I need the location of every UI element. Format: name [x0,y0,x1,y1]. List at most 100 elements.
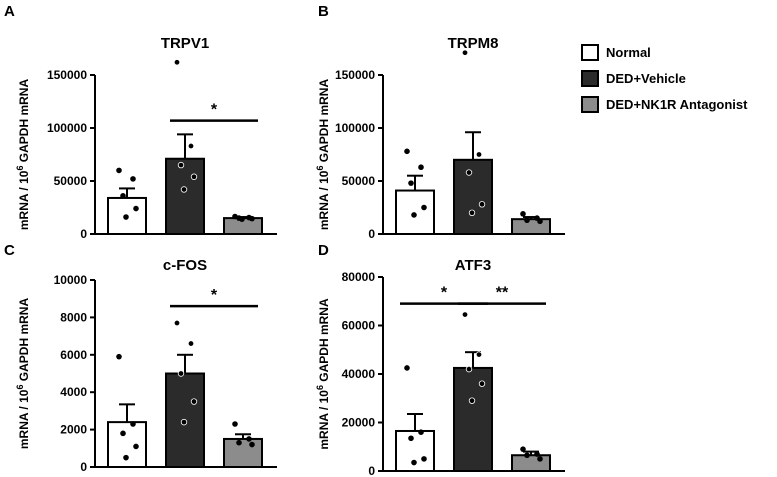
data-point [404,148,410,155]
data-point [249,215,255,222]
y-tick-label: 80000 [342,270,376,284]
panel-title: c-FOS [163,257,207,274]
bar [453,366,493,472]
data-point [120,430,126,437]
data-point [421,204,427,211]
significance-label: * [211,102,218,119]
data-point [418,164,424,171]
legend: Normal DED+Vehicle DED+NK1R Antagonist [581,44,748,113]
data-point [475,151,483,158]
data-point [173,59,181,66]
data-point [411,212,417,218]
data-point [408,180,414,186]
data-point [524,452,530,459]
data-point [133,205,139,212]
data-point [232,421,238,427]
y-tick-label: 0 [368,227,375,241]
panel-title: TRPM8 [448,35,499,52]
data-point [520,446,526,452]
data-point [187,142,195,150]
data-point [421,456,427,462]
bar [453,158,493,235]
data-point [465,365,473,373]
panel-letter: C [4,242,15,259]
panel-a: A TRPV1 0 50000 100000 150000 mRNA / 106 GAPDH… [4,3,277,241]
significance-label: * [211,287,218,304]
y-tick-label: 0 [80,460,87,474]
data-point [246,436,252,442]
y-tick-label: 10000 [54,273,88,287]
legend-swatch [581,96,599,113]
y-tick-label: 100000 [47,121,87,135]
data-point [478,380,486,387]
data-point [404,365,410,371]
y-tick-label: 20000 [342,416,376,430]
panel-b: B TRPM8 0 50000 100000 150000 mRNA / 106 GAPDH… [315,3,565,241]
panel-letter: B [318,3,329,20]
y-tick-label: 4000 [60,385,87,399]
data-point [133,443,139,450]
data-point [123,214,129,220]
data-point [177,370,185,377]
data-point [116,167,122,174]
y-tick-label: 100000 [335,121,375,135]
data-point [239,216,245,222]
data-point [116,353,122,360]
data-point [190,173,198,180]
panel-c: Cc-FOS 0 2000 4000 6000 8000 10000 mRNA / 106 G… [4,242,277,474]
data-point [534,451,540,457]
data-point [173,319,181,327]
bar [511,218,551,236]
y-tick-label: 0 [368,464,375,477]
legend-label: DED+Vehicle [606,71,686,86]
data-point [418,429,424,436]
y-tick-label: 50000 [54,174,88,188]
data-point [465,169,473,176]
y-tick-label: 40000 [342,367,376,381]
data-point [475,351,483,358]
y-axis-label: mRNA / 106 GAPDH mRNA [15,298,31,450]
panel-letter: D [318,242,329,259]
bar [511,454,551,472]
y-tick-label: 50000 [342,174,376,188]
data-point [461,49,469,56]
legend-swatch [581,44,599,61]
data-point [120,193,126,199]
data-point [236,439,242,446]
legend-label: Normal [606,45,651,60]
panel-letter: A [4,3,15,20]
significance-label: * [441,285,448,302]
data-point [130,176,136,182]
panel-title: ATF3 [455,257,491,274]
data-point [411,459,417,466]
data-point [187,340,195,347]
y-axis-label: mRNA / 106 GAPDH mRNA [315,298,331,450]
data-point [524,217,530,224]
data-point [468,397,476,404]
legend-swatch [581,70,599,87]
data-point [249,441,255,448]
panel-title: TRPV1 [161,35,209,52]
y-axis-label: mRNA / 106 GAPDH mRNA [315,79,331,231]
data-point [537,218,543,225]
y-tick-label: 6000 [60,348,87,362]
data-point [123,454,129,461]
panel-d: D ATF3 0 20000 40000 60000 80000 mRNA / 106 GAP… [315,242,565,477]
data-point [461,311,469,318]
y-tick-label: 150000 [47,68,87,82]
y-axis-label: mRNA / 106 GAPDH mRNA [15,79,31,231]
legend-label: DED+NK1R Antagonist [606,97,748,112]
data-point [408,435,414,442]
data-point [130,421,136,427]
data-point [180,418,188,426]
y-tick-label: 2000 [60,423,87,437]
data-point [180,186,188,193]
data-point [468,209,476,216]
bar [165,157,205,236]
bar [395,189,435,235]
bar [223,437,263,469]
y-tick-label: 60000 [342,319,376,333]
data-point [537,456,543,462]
data-point [478,201,486,208]
